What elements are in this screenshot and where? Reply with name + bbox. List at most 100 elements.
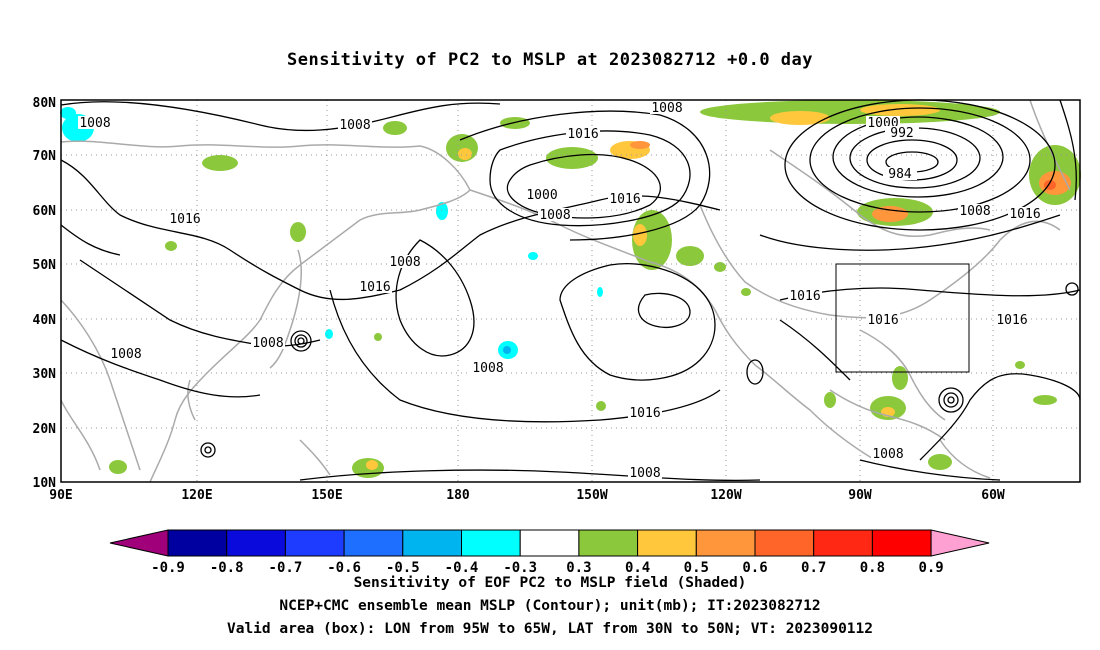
- positive-patch: [860, 104, 940, 116]
- contour-label: 1008: [651, 101, 682, 116]
- contour-label: 1008: [872, 447, 903, 462]
- positive-patch: [676, 246, 704, 266]
- colorbar-swatch: [226, 529, 286, 557]
- positive-patch: [366, 460, 378, 470]
- positive-patch: [824, 392, 836, 408]
- colorbar-label: -0.3: [503, 560, 537, 576]
- contour-label: 1016: [567, 127, 598, 142]
- colorbar-swatch: [637, 529, 697, 557]
- colorbar-label: -0.8: [210, 560, 244, 576]
- lon-label: 120E: [181, 488, 212, 503]
- positive-patch: [1015, 361, 1025, 369]
- colorbar-swatch: [343, 529, 404, 557]
- caption-line-3: Valid area (box): LON from 95W to 65W, L…: [226, 621, 873, 637]
- colorbar-swatch: [167, 529, 228, 557]
- colorbar-label: -0.5: [386, 560, 420, 576]
- contour-label: 1000: [526, 188, 557, 203]
- contour-label: 1016: [629, 406, 660, 421]
- positive-patch: [928, 454, 952, 470]
- positive-patch: [892, 366, 908, 390]
- caption-line-2: NCEP+CMC ensemble mean MSLP (Contour); u…: [279, 598, 821, 614]
- lon-label: 150E: [311, 488, 342, 503]
- contour-label: 1016: [1009, 207, 1040, 222]
- colorbar-swatch: [402, 529, 462, 557]
- latitude-labels: 80N 70N 60N 50N 40N 30N 20N 10N: [33, 96, 57, 491]
- lat-label: 70N: [33, 149, 57, 164]
- lon-label: 90E: [49, 488, 72, 503]
- lat-label: 40N: [33, 313, 57, 328]
- contour-label: 1008: [472, 361, 503, 376]
- contour-label: 1016: [359, 280, 390, 295]
- positive-patch: [741, 288, 751, 296]
- colorbar-swatch: [754, 529, 815, 557]
- colorbar-label: -0.4: [445, 560, 479, 576]
- negative-patch: [528, 252, 538, 260]
- caption-line-1: Sensitivity of EOF PC2 to MSLP field (Sh…: [353, 575, 747, 591]
- colorbar-arrow-left: [109, 529, 169, 557]
- positive-patch: [714, 262, 726, 272]
- colorbar-label: 0.7: [801, 560, 826, 576]
- lon-label: 150W: [576, 488, 607, 503]
- colorbar-swatch: [578, 529, 639, 557]
- mslp-contours: [60, 99, 1081, 482]
- positive-patch: [290, 222, 306, 242]
- lat-label: 30N: [33, 367, 57, 382]
- contour-labels: 1008 100810161008100010081016101610009929…: [78, 101, 1042, 481]
- positive-patch: [383, 121, 407, 135]
- negative-patch: [503, 346, 511, 354]
- contour-label: 992: [890, 126, 913, 141]
- positive-patch: [374, 333, 382, 341]
- map-frame: [60, 99, 1081, 483]
- lon-label: 90W: [848, 488, 872, 503]
- colorbar-swatch: [284, 529, 345, 557]
- positive-patch: [458, 148, 472, 160]
- contour-label: 1008: [252, 336, 283, 351]
- sensitivity-shading: [60, 100, 1081, 478]
- contour-label: 1008: [539, 208, 570, 223]
- negative-patch: [60, 107, 76, 119]
- colorbar-arrow-right: [930, 529, 990, 557]
- contour-label: 1008: [110, 347, 141, 362]
- lat-label: 20N: [33, 422, 57, 437]
- negative-patch: [436, 202, 448, 220]
- contour-label: 1008: [629, 466, 660, 481]
- lat-label: 60N: [33, 204, 57, 219]
- colorbar-swatch: [461, 529, 521, 557]
- colorbar-label: -0.9: [151, 560, 185, 576]
- contour-label: 1008: [389, 255, 420, 270]
- colorbar-label: 0.8: [860, 560, 885, 576]
- colorbar: -0.9 -0.8 -0.7 -0.6 -0.5 -0.4 -0.3 0.3 0.4 0.5 0.6…: [109, 529, 990, 576]
- negative-patch: [597, 287, 603, 297]
- contour-label: 1016: [996, 313, 1027, 328]
- colorbar-label: -0.6: [327, 560, 361, 576]
- contour-label: 1008: [959, 204, 990, 219]
- lon-label: 120W: [710, 488, 741, 503]
- lat-label: 10N: [33, 476, 57, 491]
- contour-label: 1016: [867, 313, 898, 328]
- colorbar-label: 0.6: [742, 560, 767, 576]
- lat-label: 80N: [33, 96, 57, 111]
- positive-patch: [202, 155, 238, 171]
- positive-patch: [165, 241, 177, 251]
- map-title: Sensitivity of PC2 to MSLP at 2023082712…: [286, 50, 813, 70]
- positive-patch: [633, 224, 647, 246]
- positive-patch: [109, 460, 127, 474]
- colorbar-label: 0.4: [625, 560, 650, 576]
- valid-area-box: [835, 263, 970, 373]
- contour-label: 1008: [339, 118, 370, 133]
- positive-patch: [770, 111, 830, 125]
- colorbar-label: 0.9: [918, 560, 943, 576]
- lon-label: 180: [446, 488, 470, 503]
- colorbar-swatch: [695, 529, 756, 557]
- colorbar-swatch: [519, 529, 580, 557]
- lon-label: 60W: [981, 488, 1005, 503]
- colorbar-swatch: [813, 529, 873, 557]
- contour-label: 1016: [789, 289, 820, 304]
- colorbar-label: 0.3: [566, 560, 591, 576]
- map-grid: [61, 100, 1080, 482]
- longitude-labels: 90E 120E 150E 180 150W 120W 90W 60W: [49, 488, 1005, 503]
- colorbar-label: 0.5: [684, 560, 709, 576]
- colorbar-swatch: [871, 529, 932, 557]
- positive-patch: [1033, 395, 1057, 405]
